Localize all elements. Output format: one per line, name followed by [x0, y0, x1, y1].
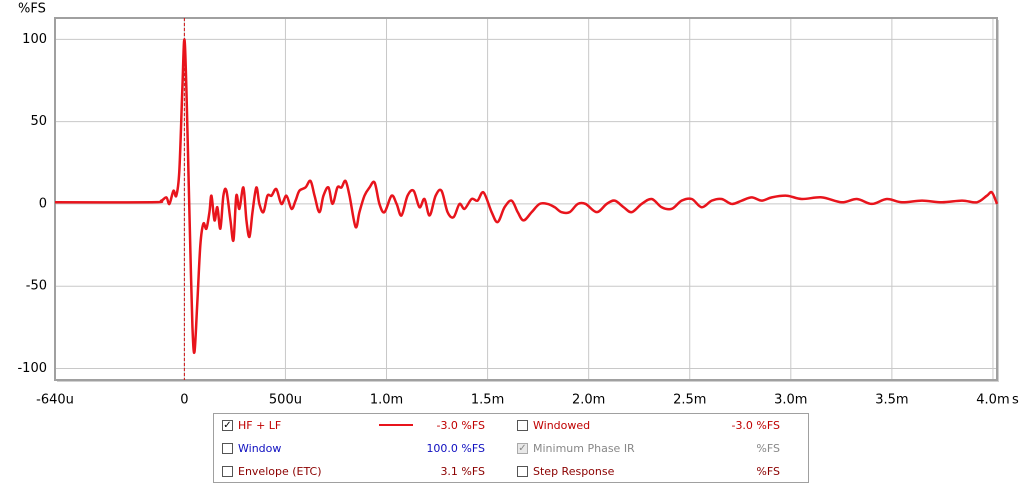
legend-sample — [379, 424, 413, 426]
legend-name: HF + LF — [238, 419, 282, 432]
y-tick-label: 0 — [39, 196, 47, 211]
checkbox[interactable] — [222, 466, 233, 477]
legend-name: Step Response — [533, 465, 615, 478]
y-tick-label: 50 — [30, 114, 47, 129]
legend-value: -3.0 %FS — [436, 419, 485, 432]
legend-value: 3.1 %FS — [440, 465, 485, 478]
x-unit-label: s — [1012, 393, 1019, 408]
checkbox[interactable] — [517, 420, 528, 431]
x-tick-label: -640u — [36, 393, 74, 408]
checkbox[interactable]: ✓ — [222, 420, 233, 431]
legend: ✓ HF + LF -3.0 %FS Window 100.0 %FS Envelope … — [213, 413, 809, 483]
plot-border — [54, 17, 998, 381]
x-tick-label: 2.5m — [673, 393, 706, 408]
x-tick-label: 3.5m — [875, 393, 908, 408]
x-tick-label: 1.0m — [370, 393, 403, 408]
y-tick-label: -50 — [26, 279, 47, 294]
legend-name: Envelope (ETC) — [238, 465, 322, 478]
checkbox[interactable]: ✓ — [517, 443, 528, 454]
y-tick-label: -100 — [17, 361, 47, 376]
checkbox[interactable] — [517, 466, 528, 477]
x-tick-label: 500u — [269, 393, 302, 408]
legend-name: Minimum Phase IR — [533, 442, 635, 455]
legend-name: Window — [238, 442, 282, 455]
legend-value: 100.0 %FS — [426, 442, 485, 455]
legend-value: %FS — [756, 465, 780, 478]
legend-value: -3.0 %FS — [731, 419, 780, 432]
y-tick-label: 100 — [22, 32, 47, 47]
legend-name: Windowed — [533, 419, 591, 432]
x-tick-label: 4.0m — [976, 393, 1009, 408]
x-tick-label: 0 — [180, 393, 188, 408]
y-axis-label: %FS — [18, 2, 46, 17]
x-tick-label: 3.0m — [774, 393, 807, 408]
checkbox[interactable] — [222, 443, 233, 454]
x-tick-label: 2.0m — [572, 393, 605, 408]
x-tick-label: 1.5m — [471, 393, 504, 408]
chart: %FS s -100 -50 0 50 100 -640u 0 500u 1.0m 1.5m 2.0… — [17, 2, 1019, 408]
legend-value: %FS — [756, 442, 780, 455]
series-line — [54, 38, 999, 355]
